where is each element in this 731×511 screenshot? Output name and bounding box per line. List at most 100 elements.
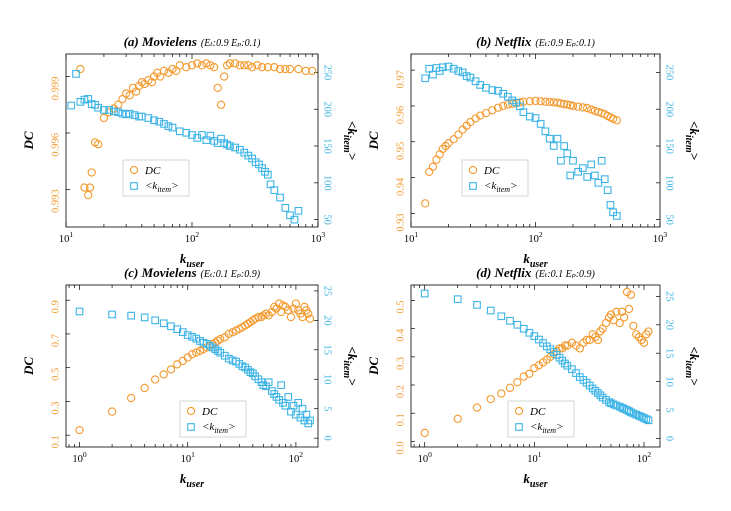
dc-point (80, 183, 89, 192)
kitem-point (67, 101, 76, 110)
kitem-point (306, 416, 314, 425)
dc-point (304, 309, 313, 318)
kitem-point (183, 331, 192, 339)
kitem-point (506, 316, 514, 325)
kitem-point (561, 359, 569, 368)
y2-axis-label: <kitem> (683, 346, 702, 386)
y-tick-label: 0.3 (395, 357, 406, 370)
kitem-point (198, 131, 206, 139)
y-tick-label: 0.97 (395, 70, 406, 88)
dc-point (240, 61, 249, 70)
y2-tick-label: 25 (322, 286, 333, 297)
x-axis-label: kuser (523, 251, 547, 270)
dc-point (637, 335, 646, 345)
y2-axis-label: <kitem> (683, 121, 702, 161)
x-tick-label: 102 (528, 230, 543, 245)
y-axis-label: DC (366, 131, 381, 150)
dc-point (563, 341, 572, 350)
kitem-point (606, 201, 615, 209)
chart-panel-1: 101 102 103 0.93 0.94 0.95 0.96 0.97 50 100 150 200… (366, 34, 702, 270)
x-tick-label: 102 (185, 230, 200, 245)
dc-point (588, 330, 597, 339)
dc-point (639, 338, 649, 347)
dc-point (556, 99, 566, 108)
y2-tick-label: 100 (322, 175, 333, 191)
dc-point (612, 116, 621, 125)
dc-point (596, 327, 605, 336)
dc-point (471, 114, 480, 123)
kitem-point (159, 319, 168, 328)
kitem-point (155, 117, 164, 126)
y-tick-label: 0.1 (50, 435, 61, 448)
legend-box (461, 159, 529, 197)
kitem-point (420, 289, 429, 298)
kitem-point (110, 107, 118, 116)
kitem-point (264, 170, 272, 179)
kitem-point (588, 384, 597, 393)
y-tick-label: 0.7 (50, 334, 61, 347)
y-tick-label: 0.5 (395, 300, 406, 313)
dc-point (270, 63, 279, 72)
dc-point (454, 130, 463, 139)
dc-point (568, 101, 578, 111)
dc-point (642, 330, 651, 339)
y-tick-label: 0.3 (50, 401, 61, 414)
kitem-point (545, 134, 554, 143)
dc-point (513, 378, 522, 387)
y-tick-label: 0.1 (395, 413, 406, 426)
x-axis-label: kuser (180, 251, 204, 270)
y2-tick-label: 200 (322, 101, 333, 117)
kitem-point (591, 386, 600, 395)
data-points (421, 62, 621, 220)
x-tick-label: 100 (72, 450, 87, 465)
kitem-point (640, 414, 648, 422)
kitem-point (557, 156, 565, 165)
dc-point (615, 318, 624, 328)
x-axis-label: kuser (523, 471, 547, 490)
kitem-point (164, 122, 173, 130)
dc-point (432, 155, 441, 164)
kitem-point (167, 322, 175, 331)
plot-frame (410, 53, 661, 228)
kitem-point (226, 142, 234, 150)
x-tick-label: 101 (59, 230, 74, 245)
y2-tick-label: 25 (664, 291, 675, 302)
y2-tick-label: 20 (322, 315, 333, 326)
kitem-point (536, 120, 545, 128)
dc-point (125, 91, 134, 100)
dc-point (441, 141, 450, 151)
dc-point (497, 389, 506, 398)
dc-point (626, 290, 636, 300)
dc-point (156, 72, 165, 81)
kitem-point (100, 106, 108, 114)
data-points (420, 287, 653, 438)
y-axis-label: DC (21, 131, 36, 150)
kitem-point (609, 400, 618, 409)
kitem-point (125, 109, 134, 118)
y2-axis-label: <kitem> (341, 346, 360, 386)
kitem-point (281, 401, 290, 410)
kitem-point (438, 63, 447, 72)
y-tick-label: 0.5 (50, 368, 61, 381)
dc-point (197, 61, 207, 70)
y-tick-label: 0.93 (395, 213, 406, 231)
dc-point (531, 96, 540, 106)
dc-point (126, 393, 136, 403)
kitem-point (587, 160, 596, 169)
dc-point (503, 100, 513, 109)
kitem-point (94, 103, 103, 112)
y-tick-label: 0.999 (50, 77, 61, 101)
kitem-point (600, 175, 609, 183)
kitem-point (549, 142, 558, 150)
kitem-point (294, 398, 303, 407)
y2-tick-label: 10 (322, 374, 333, 385)
dc-point (587, 105, 596, 114)
kitem-point (519, 324, 528, 333)
kitem-point (454, 67, 463, 75)
dc-point (286, 312, 296, 322)
dc-point (425, 167, 434, 176)
kitem-point (632, 410, 641, 419)
dc-point (230, 59, 240, 68)
chart-panel-2: 100 101 102 0.1 0.3 0.5 0.7 0.9 0 5 10 15 20 25 (c) Mo… (21, 265, 360, 490)
